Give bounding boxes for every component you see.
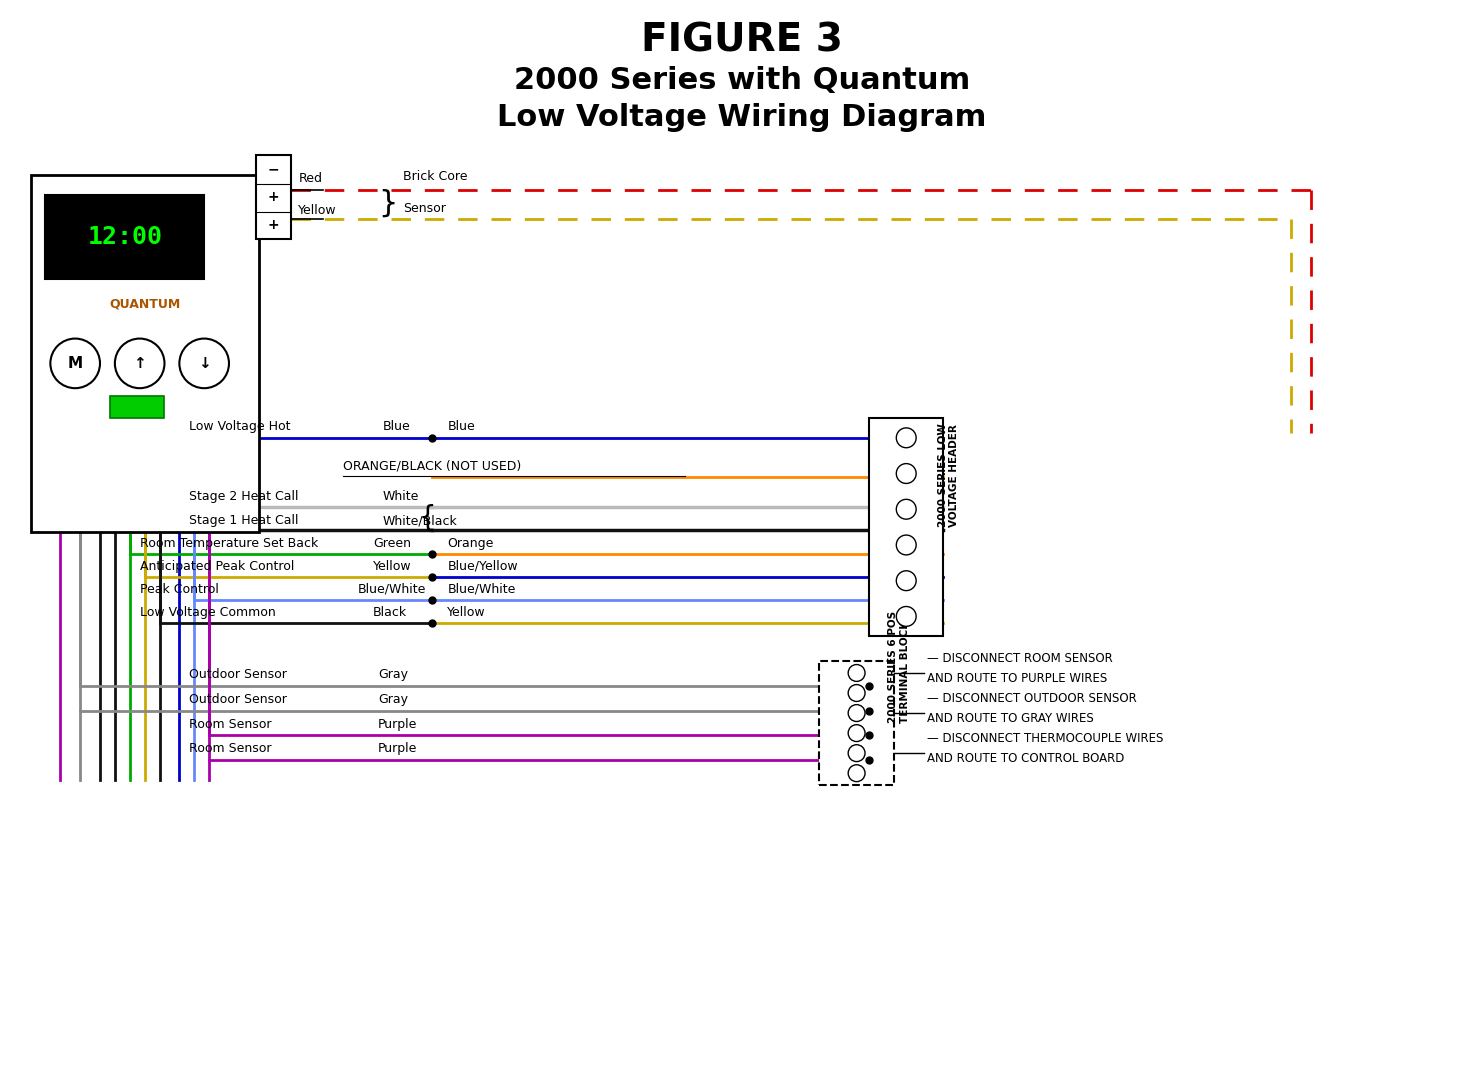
Bar	[110, 396, 165, 418]
Text: Yellow: Yellow	[447, 606, 485, 619]
Circle shape	[896, 499, 916, 519]
Text: ↑: ↑	[134, 356, 145, 371]
Circle shape	[896, 427, 916, 448]
Circle shape	[50, 339, 99, 388]
Text: Outdoor Sensor: Outdoor Sensor	[190, 692, 288, 705]
Text: Room Sensor: Room Sensor	[190, 717, 272, 730]
Text: Yellow: Yellow	[298, 203, 337, 216]
Bar	[46, 195, 205, 279]
Text: White: White	[383, 490, 418, 503]
Text: QUANTUM: QUANTUM	[108, 298, 180, 311]
Text: Blue: Blue	[383, 420, 411, 433]
Circle shape	[896, 463, 916, 484]
Text: Yellow: Yellow	[372, 559, 411, 572]
Circle shape	[849, 725, 865, 741]
Text: Stage 1 Heat Call: Stage 1 Heat Call	[190, 514, 298, 527]
Text: +: +	[267, 190, 279, 204]
Text: Blue: Blue	[447, 420, 475, 433]
Text: Blue/White: Blue/White	[447, 582, 515, 595]
Circle shape	[896, 535, 916, 555]
Text: Orange: Orange	[447, 537, 494, 550]
Text: Black: Black	[372, 606, 407, 619]
Text: Stage 2 Heat Call: Stage 2 Heat Call	[190, 490, 298, 503]
Text: Gray: Gray	[378, 692, 408, 705]
Text: Low Voltage Hot: Low Voltage Hot	[190, 420, 291, 433]
Bar	[255, 155, 291, 239]
Circle shape	[849, 664, 865, 682]
Text: 2000 SERIES 6 POS
TERMINAL BLOCK: 2000 SERIES 6 POS TERMINAL BLOCK	[887, 611, 910, 723]
Text: 12:00: 12:00	[88, 225, 162, 249]
Text: Brick Core: Brick Core	[402, 170, 467, 183]
Text: Peak Control: Peak Control	[139, 582, 218, 595]
Text: — DISCONNECT THERMOCOUPLE WIRES: — DISCONNECT THERMOCOUPLE WIRES	[926, 733, 1163, 745]
Text: Purple: Purple	[378, 742, 417, 755]
Text: Low Voltage Wiring Diagram: Low Voltage Wiring Diagram	[497, 103, 987, 132]
Text: White/Black: White/Black	[383, 514, 457, 527]
Text: FIGURE 3: FIGURE 3	[641, 22, 843, 60]
Bar	[870, 418, 944, 636]
Text: AND ROUTE TO PURPLE WIRES: AND ROUTE TO PURPLE WIRES	[926, 672, 1107, 685]
Circle shape	[849, 744, 865, 762]
Text: Blue/Yellow: Blue/Yellow	[447, 559, 518, 572]
Bar	[819, 661, 893, 786]
Text: 2000 Series with Quantum: 2000 Series with Quantum	[513, 66, 971, 95]
Text: Room Sensor: Room Sensor	[190, 742, 272, 755]
Circle shape	[896, 571, 916, 591]
Text: Gray: Gray	[378, 668, 408, 681]
Text: 2000 SERIES LOW
VOLTAGE HEADER: 2000 SERIES LOW VOLTAGE HEADER	[938, 423, 959, 527]
Text: AND ROUTE TO CONTROL BOARD: AND ROUTE TO CONTROL BOARD	[926, 752, 1123, 765]
Text: Green: Green	[372, 537, 411, 550]
Text: ORANGE/BLACK (NOT USED): ORANGE/BLACK (NOT USED)	[343, 460, 521, 473]
Text: Sensor: Sensor	[402, 201, 445, 214]
Text: }: }	[378, 189, 398, 219]
Text: Blue/White: Blue/White	[358, 582, 426, 595]
Circle shape	[849, 704, 865, 722]
Circle shape	[849, 685, 865, 701]
Text: Room Temperature Set Back: Room Temperature Set Back	[139, 537, 318, 550]
Circle shape	[896, 607, 916, 626]
Text: ↓: ↓	[197, 356, 211, 371]
Text: +: +	[267, 217, 279, 232]
Text: — DISCONNECT ROOM SENSOR: — DISCONNECT ROOM SENSOR	[926, 652, 1113, 665]
Text: Anticipated Peak Control: Anticipated Peak Control	[139, 559, 294, 572]
Text: −: −	[267, 162, 279, 176]
Text: — DISCONNECT OUTDOOR SENSOR: — DISCONNECT OUTDOOR SENSOR	[926, 692, 1137, 705]
Text: Outdoor Sensor: Outdoor Sensor	[190, 668, 288, 681]
Circle shape	[180, 339, 229, 388]
Circle shape	[114, 339, 165, 388]
Text: M: M	[68, 356, 83, 371]
Text: Purple: Purple	[378, 717, 417, 730]
Bar	[31, 175, 258, 532]
Text: Red: Red	[298, 172, 322, 185]
Text: {: {	[418, 504, 436, 532]
Text: Low Voltage Common: Low Voltage Common	[139, 606, 276, 619]
Text: AND ROUTE TO GRAY WIRES: AND ROUTE TO GRAY WIRES	[926, 712, 1094, 725]
Circle shape	[849, 765, 865, 781]
